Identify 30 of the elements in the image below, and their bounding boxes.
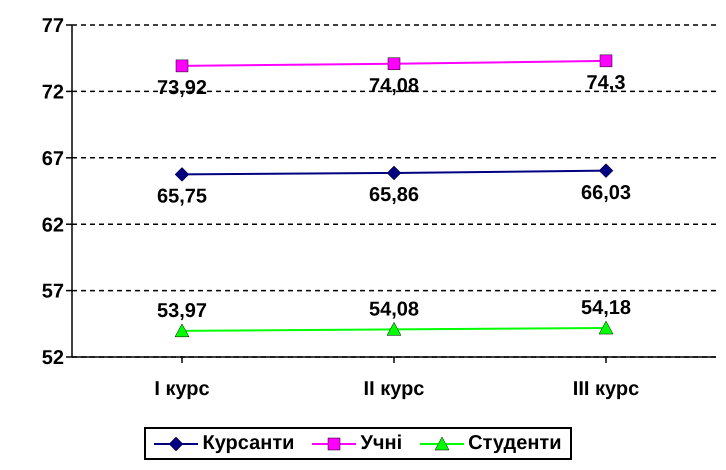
legend-label: Студенти bbox=[467, 432, 562, 455]
data-label: 74,08 bbox=[368, 74, 420, 97]
data-label: 65,75 bbox=[156, 186, 208, 208]
y-tick-label: 72 bbox=[42, 82, 64, 104]
point bbox=[174, 324, 190, 338]
point bbox=[600, 54, 612, 68]
x-tick-label: III курс bbox=[572, 378, 640, 400]
point bbox=[386, 166, 402, 180]
y-tick-label: 67 bbox=[42, 148, 64, 170]
data-label: 54,08 bbox=[368, 298, 420, 320]
point bbox=[386, 322, 402, 336]
legend-label: Учні bbox=[359, 432, 402, 455]
point bbox=[176, 60, 188, 72]
point bbox=[598, 163, 614, 178]
y-tick-label: 77 bbox=[42, 15, 64, 38]
point bbox=[598, 320, 614, 334]
x-tick-label: I курс bbox=[154, 378, 210, 400]
data-label: 53,97 bbox=[156, 300, 208, 322]
x-tick-label: II курс bbox=[364, 378, 424, 400]
data-label: 74,3 bbox=[586, 72, 626, 94]
data-label: 65,86 bbox=[368, 184, 420, 206]
data-label: 66,03 bbox=[580, 182, 632, 204]
point bbox=[388, 58, 400, 70]
y-tick-label: 52 bbox=[42, 347, 64, 370]
point bbox=[174, 167, 190, 182]
y-tick-label: 62 bbox=[42, 214, 64, 236]
data-label: 73,92 bbox=[156, 77, 208, 100]
y-tick-label: 57 bbox=[42, 280, 64, 303]
legend-label: Курсанти bbox=[201, 432, 294, 455]
data-label: 54,18 bbox=[580, 297, 632, 320]
